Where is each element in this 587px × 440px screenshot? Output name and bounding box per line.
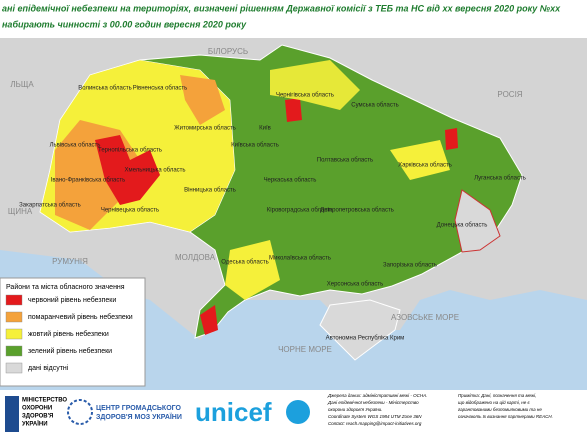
non-controlled-area <box>454 189 501 253</box>
legend-items: Райони та міста обласного значення червон… <box>5 283 133 374</box>
oblast-label: Кіровоградська область <box>267 208 333 214</box>
sea-label: ЧОРНЕ МОРЕ <box>278 345 332 354</box>
oblast-label: Хмельницька область <box>124 168 185 174</box>
oblast-label: Харківська область <box>398 163 452 169</box>
oblast-label: Сумська область <box>351 103 399 109</box>
oblast-label: Чернігівська область <box>276 93 334 99</box>
source-line: охорони здоров'я України. <box>328 407 382 412</box>
header <box>0 0 587 38</box>
header-line: ані епідемічної небезпеки на територіях,… <box>2 3 561 13</box>
ministry-name: ЗДОРОВ'Я <box>22 414 53 420</box>
country-label: БІЛОРУСЬ <box>208 47 248 56</box>
oblast-label: Запорізька область <box>383 263 437 269</box>
oblast-label: Волинська область <box>78 86 131 92</box>
legend-label: зелений рівень небезпеки <box>28 347 112 355</box>
oblast-label: Полтавська область <box>317 158 373 164</box>
oblast-label: Донецька область <box>437 223 488 229</box>
country-label: ЛЬЩА <box>10 80 34 89</box>
map-labels: БІЛОРУСЬ РОСІЯ ЛЬЩА ЩИНА РУМУНІЯ МОЛДОВА ЧОРНЕ… <box>8 47 526 408</box>
country-label: РУМУНІЯ <box>52 257 88 266</box>
oblast-label: Львівська область <box>50 143 101 149</box>
unicef-name: unicef <box>195 397 272 427</box>
unicef-logo <box>286 400 310 424</box>
ministry-name: ОХОРОНИ <box>22 406 52 412</box>
red-zone <box>445 128 458 150</box>
red-zone <box>95 135 160 205</box>
legend-title: Райони та міста обласного значення <box>6 283 125 291</box>
source-line: Джерела даних: адміністративні межі - ОС… <box>327 393 427 398</box>
ministry-name: УКРАЇНИ <box>22 421 48 428</box>
oblast-label: Вінницька область <box>184 188 236 194</box>
oblast-label: Миколаївська область <box>269 256 331 262</box>
center-name: ЦЕНТР ГРОМАДСЬКОГО <box>96 405 182 412</box>
crimea <box>319 299 401 361</box>
legend-label: дані відсутні <box>28 364 69 372</box>
source-line: Contact: reach.mapping@impact-initiative… <box>328 421 422 426</box>
ministry-name: МІНІСТЕРСТВО <box>22 398 67 404</box>
center-logo <box>67 399 93 425</box>
oblast-label: Черкаська область <box>264 178 317 184</box>
country-label: РОСІЯ <box>497 90 522 99</box>
ministry-logo <box>5 396 19 432</box>
sea <box>0 250 587 390</box>
oblast-label: Житомирська область <box>174 126 236 132</box>
oblast-label: Автономна Республіка Крим <box>326 336 405 342</box>
oblast-label: Закарпатська область <box>19 203 81 209</box>
legend <box>0 277 146 387</box>
oblast-label: Луганська область <box>474 176 526 182</box>
header-line: набирають чинності з 00.00 годин вересня… <box>2 19 247 29</box>
center-name: ЗДОРОВ'Я МОЗ УКРАЇНИ <box>96 413 182 421</box>
legend-swatch <box>5 345 23 357</box>
oblast-label: Івано-Франківська область <box>51 178 126 184</box>
legend-swatch <box>5 294 23 306</box>
oblast-label: Херсонська область <box>327 282 384 288</box>
oblast-label: Чернівецька область <box>101 208 159 214</box>
header-text: ані епідемічної небезпеки на територіях,… <box>2 3 561 29</box>
source-line: Coordinate System WGS 1984 UTM Zone 36N <box>328 414 422 419</box>
country-label: ЩИНА <box>8 207 33 216</box>
yellow-zone <box>225 240 280 300</box>
yellow-zone <box>270 60 360 110</box>
legend-label: помаранчевий рівень небезпеки <box>28 313 133 321</box>
legend-swatch <box>5 328 23 340</box>
red-zone <box>200 305 218 335</box>
yellow-zone <box>390 140 450 180</box>
oblast-label: Київська область <box>231 143 279 149</box>
orange-zone <box>180 75 225 125</box>
legend-swatch <box>5 362 23 374</box>
oblast-label: Тернопільська область <box>98 148 162 154</box>
note-line: гарантованими безпомилковими та не <box>458 407 542 412</box>
legend-label: жовтий рівень небезпеки <box>28 330 109 338</box>
oblast-label: Одеська область <box>221 260 268 266</box>
red-zone <box>285 98 302 122</box>
source-line: Дані епідемічної небезпеки - Міністерств… <box>327 400 419 405</box>
note-line: означають їх визнання партнерами REACH. <box>458 414 553 419</box>
note-line: що відображено на цій карті, не є <box>458 399 530 405</box>
legend-swatch <box>5 311 23 323</box>
legend-label: червоний рівень небезпеки <box>28 296 116 304</box>
oblast-label: Дніпропетровська область <box>320 208 394 214</box>
note-line: Примітка: Дані, позначення та межі, <box>458 393 536 398</box>
oblast-label: Київ <box>259 126 271 132</box>
oblast-label: Рівненська область <box>133 86 188 92</box>
sea-label: АЗОВСЬКЕ МОРЕ <box>391 313 459 322</box>
country-label: МОЛДОВА <box>175 253 216 262</box>
